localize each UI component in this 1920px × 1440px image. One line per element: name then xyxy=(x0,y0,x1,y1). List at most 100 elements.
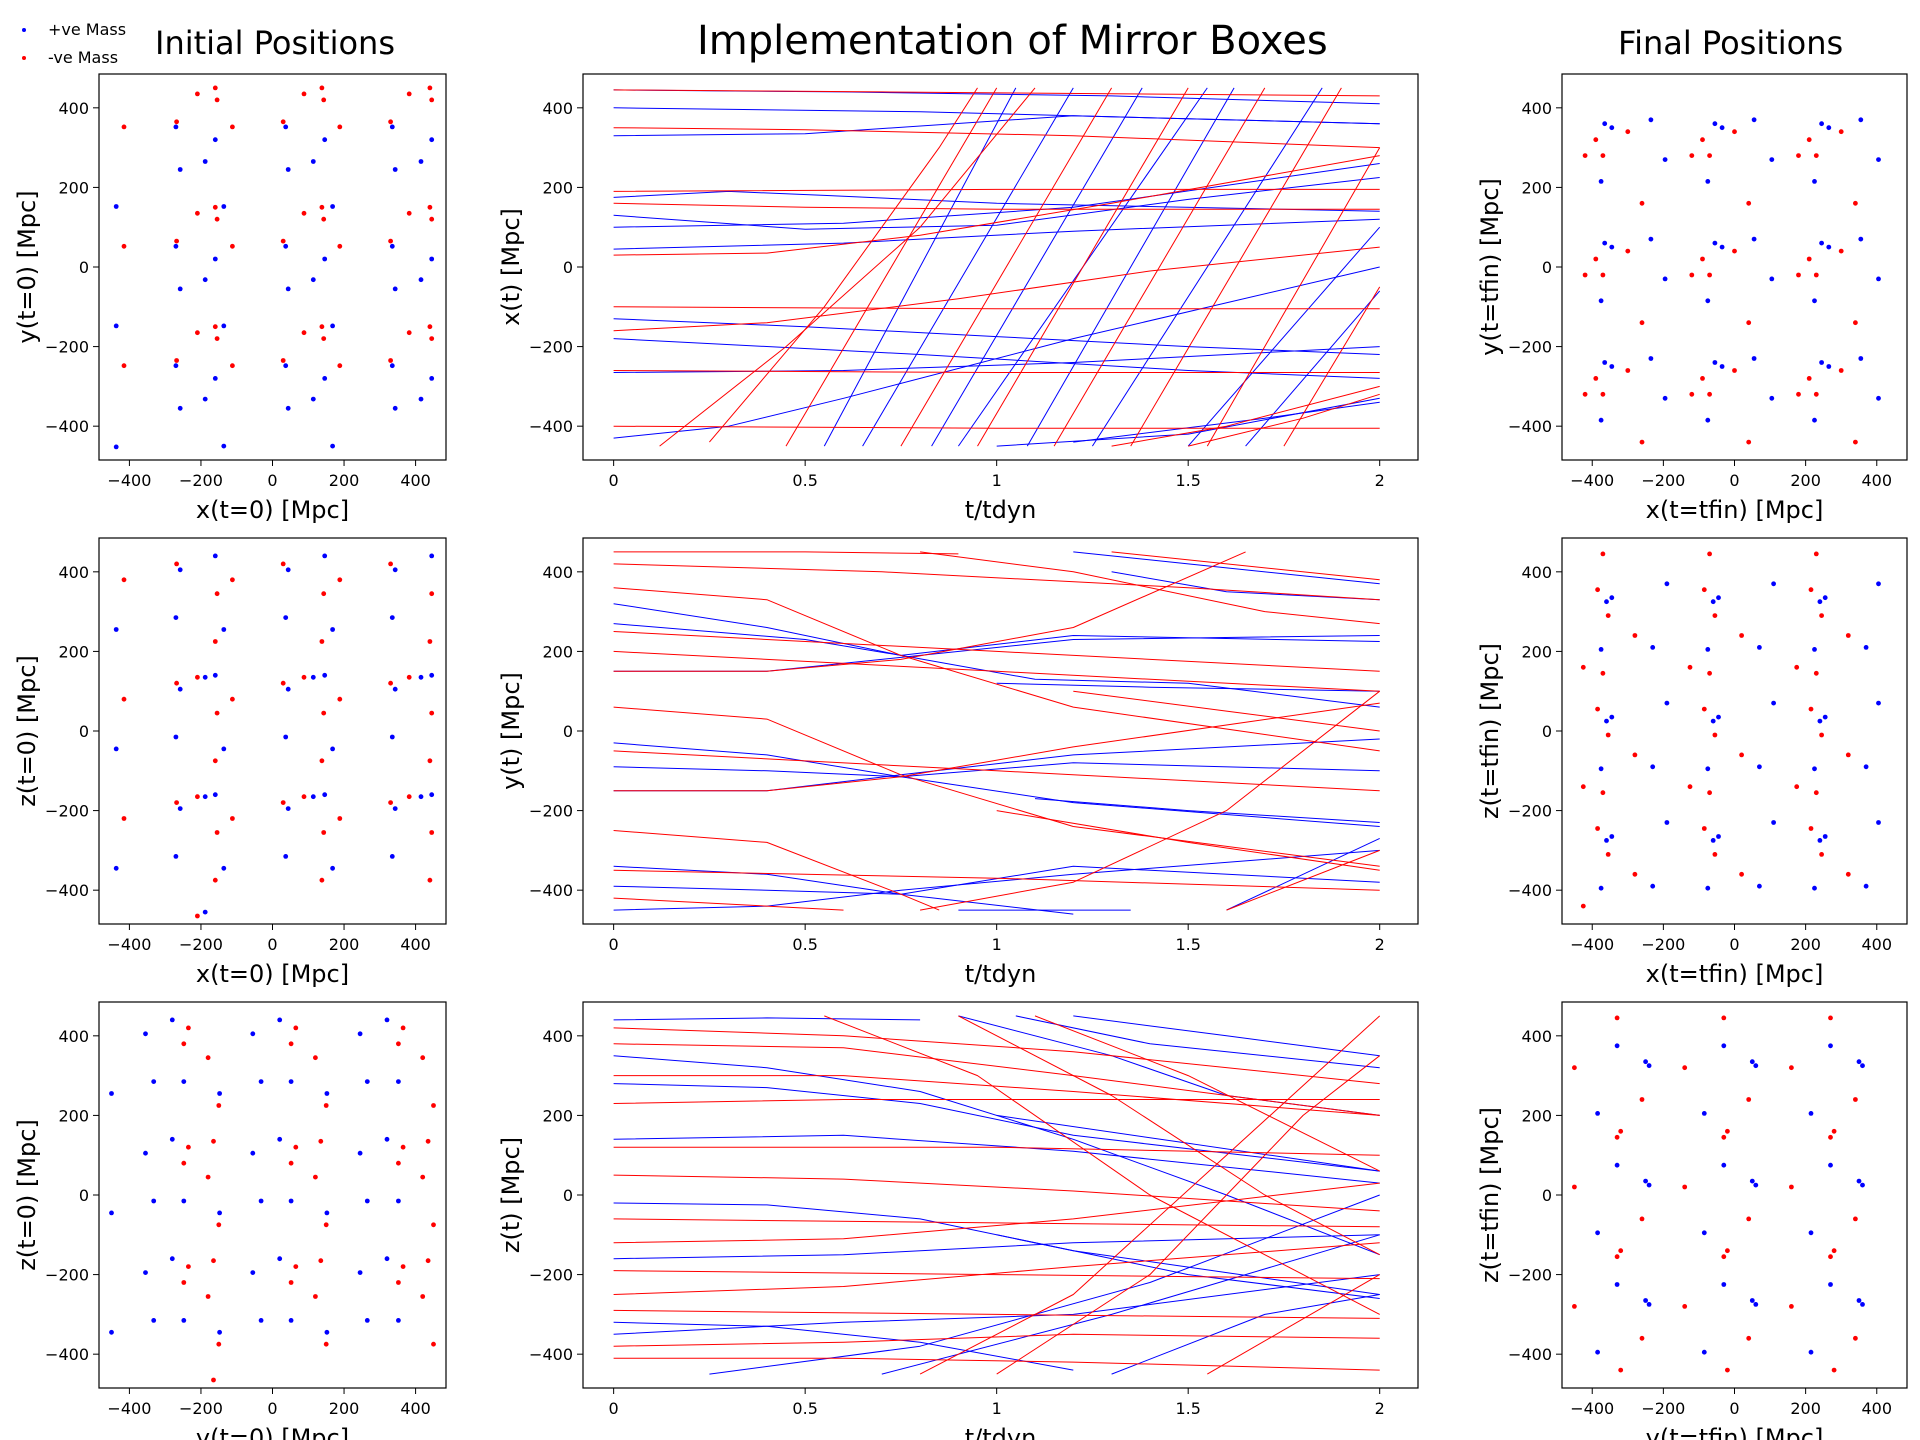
data-point-negative xyxy=(1572,1065,1577,1071)
data-point-positive xyxy=(389,124,395,130)
data-point-negative xyxy=(1828,1254,1833,1260)
data-point-positive xyxy=(322,553,328,559)
data-point-positive xyxy=(364,1198,370,1204)
data-point-negative xyxy=(280,238,286,244)
data-point-positive xyxy=(1771,820,1776,825)
trajectory-line-negative xyxy=(1283,286,1381,447)
data-point-positive xyxy=(1650,645,1656,650)
data-point-negative xyxy=(1721,1134,1727,1140)
trajectory-line-positive xyxy=(613,865,1380,895)
data-point-negative xyxy=(1639,1097,1645,1102)
data-point-negative xyxy=(211,1138,216,1144)
y-tick-label: 0 xyxy=(563,722,573,741)
plot-area xyxy=(1582,117,1881,445)
trajectory-line-negative xyxy=(613,202,1380,210)
trajectory-line-negative xyxy=(613,706,1380,867)
data-point-positive xyxy=(1769,157,1775,163)
data-point-positive xyxy=(330,865,335,871)
data-point-positive xyxy=(310,277,316,283)
data-point-negative xyxy=(1739,633,1744,638)
data-point-positive xyxy=(1705,885,1711,891)
data-point-negative xyxy=(211,1258,216,1264)
trajectory-line-negative xyxy=(613,306,1380,310)
data-point-negative xyxy=(1600,670,1606,676)
trajectory-line-positive xyxy=(613,1083,1380,1172)
data-point-positive xyxy=(364,1079,370,1084)
data-point-negative xyxy=(1813,551,1819,557)
data-point-negative xyxy=(319,324,325,330)
data-point-negative xyxy=(1828,1015,1833,1021)
trajectory-line-positive xyxy=(613,762,1380,778)
data-point-negative xyxy=(186,1264,191,1269)
data-point-negative xyxy=(431,1103,436,1108)
data-point-negative xyxy=(1819,732,1824,738)
data-point-positive xyxy=(1595,1111,1600,1116)
data-point-positive xyxy=(310,396,316,402)
data-point-positive xyxy=(177,686,183,692)
x-tick-label: 400 xyxy=(400,471,431,490)
data-point-negative xyxy=(195,674,200,680)
data-point-negative xyxy=(313,1055,318,1061)
data-point-negative xyxy=(1600,551,1606,557)
y-axis-label: z(t=tfin) [Mpc] xyxy=(1476,1107,1504,1283)
data-point-negative xyxy=(212,877,218,883)
data-point-negative xyxy=(1796,391,1801,397)
data-point-negative xyxy=(121,363,127,369)
data-point-positive xyxy=(1860,1182,1865,1188)
x-tick-label: 0.5 xyxy=(792,1399,817,1418)
data-point-positive xyxy=(1719,244,1725,250)
x-tick-label: −200 xyxy=(1641,1399,1685,1418)
data-point-positive xyxy=(212,376,218,381)
y-axis-label: z(t) [Mpc] xyxy=(497,1137,525,1253)
data-point-negative xyxy=(1572,1184,1577,1190)
x-tick-label: 2 xyxy=(1375,1399,1385,1418)
data-point-negative xyxy=(1682,1304,1688,1309)
data-point-positive xyxy=(217,1210,223,1216)
y-tick-label: 400 xyxy=(542,563,573,582)
trajectory-line-positive xyxy=(958,1015,1380,1116)
data-point-negative xyxy=(400,1144,406,1150)
data-point-negative xyxy=(319,85,325,91)
data-point-positive xyxy=(1863,645,1869,650)
data-point-negative xyxy=(406,210,412,216)
y-tick-label: −200 xyxy=(45,802,89,821)
data-point-negative xyxy=(337,696,343,702)
y-tick-label: 200 xyxy=(542,178,573,197)
axes-frame xyxy=(582,73,1419,461)
data-point-positive xyxy=(283,854,289,859)
data-point-positive xyxy=(1753,1063,1759,1069)
data-point-negative xyxy=(429,336,435,341)
data-point-negative xyxy=(1808,587,1814,593)
data-point-positive xyxy=(1710,718,1716,724)
plot-area xyxy=(613,1015,1381,1375)
legend-item-positive: +ve Mass xyxy=(14,16,126,44)
plot-area xyxy=(113,85,435,450)
x-tick-label: 200 xyxy=(329,471,360,490)
data-point-positive xyxy=(202,794,208,800)
data-point-positive xyxy=(143,1150,148,1156)
trajectory-line-negative xyxy=(613,551,959,555)
data-point-positive xyxy=(1716,714,1721,720)
data-point-positive xyxy=(1609,834,1615,839)
data-point-negative xyxy=(1853,200,1858,206)
data-point-negative xyxy=(427,758,433,764)
data-point-negative xyxy=(406,91,412,97)
y-tick-label: 200 xyxy=(1521,178,1552,197)
data-point-negative xyxy=(1831,1248,1837,1254)
data-point-positive xyxy=(1595,1349,1600,1355)
trajectory-line-positive xyxy=(613,163,1380,228)
data-point-negative xyxy=(186,1025,191,1031)
trajectory-line-negative xyxy=(709,87,978,443)
x-tick-label: 400 xyxy=(1861,471,1892,490)
final-positions-title: Final Positions xyxy=(1618,24,1844,62)
data-point-negative xyxy=(1707,391,1712,397)
data-point-positive xyxy=(169,1136,175,1142)
data-point-negative xyxy=(429,216,435,222)
data-point-positive xyxy=(396,1198,401,1204)
data-point-positive xyxy=(1812,647,1817,652)
trajectory-line-positive xyxy=(613,1234,1380,1260)
x-axis-label: x(t=0) [Mpc] xyxy=(196,960,349,988)
y-tick-label: 0 xyxy=(1542,722,1552,741)
data-point-negative xyxy=(288,1041,294,1047)
data-point-positive xyxy=(113,865,119,871)
